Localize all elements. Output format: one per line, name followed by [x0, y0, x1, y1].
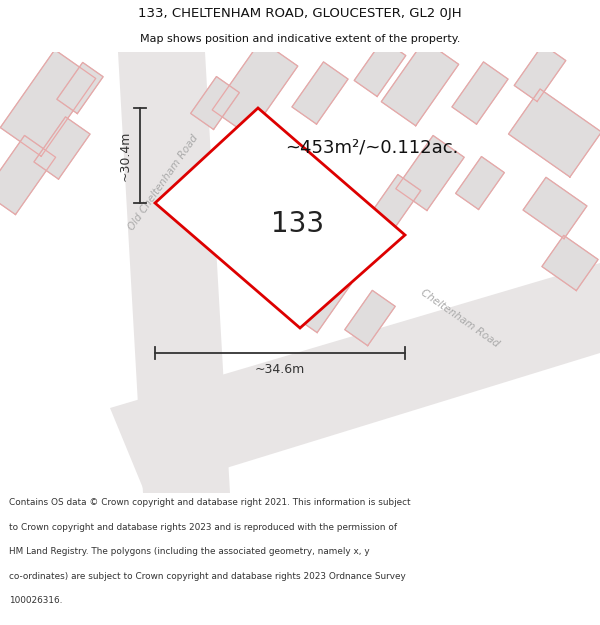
Polygon shape: [509, 89, 600, 177]
Polygon shape: [381, 40, 459, 126]
Polygon shape: [292, 62, 348, 124]
Text: ~453m²/~0.112ac.: ~453m²/~0.112ac.: [285, 139, 458, 157]
Polygon shape: [455, 156, 505, 209]
Text: 133: 133: [271, 209, 324, 238]
Polygon shape: [155, 108, 405, 328]
Polygon shape: [396, 136, 464, 211]
Polygon shape: [354, 39, 406, 96]
Text: HM Land Registry. The polygons (including the associated geometry, namely x, y: HM Land Registry. The polygons (includin…: [9, 547, 370, 556]
Polygon shape: [542, 236, 598, 291]
Text: Map shows position and indicative extent of the property.: Map shows position and indicative extent…: [140, 34, 460, 44]
Polygon shape: [523, 177, 587, 239]
Polygon shape: [369, 174, 421, 231]
Polygon shape: [57, 62, 103, 114]
Polygon shape: [0, 136, 56, 214]
Polygon shape: [0, 50, 96, 156]
Text: Cheltenham Road: Cheltenham Road: [419, 287, 501, 349]
Polygon shape: [212, 40, 298, 136]
Text: ~34.6m: ~34.6m: [255, 363, 305, 376]
Polygon shape: [289, 263, 352, 332]
Polygon shape: [34, 117, 90, 179]
Text: Contains OS data © Crown copyright and database right 2021. This information is : Contains OS data © Crown copyright and d…: [9, 498, 410, 508]
Polygon shape: [345, 290, 395, 346]
Text: 133, CHELTENHAM ROAD, GLOUCESTER, GL2 0JH: 133, CHELTENHAM ROAD, GLOUCESTER, GL2 0J…: [138, 6, 462, 19]
Polygon shape: [118, 52, 230, 493]
Polygon shape: [452, 62, 508, 124]
Text: Old Cheltenham Road: Old Cheltenham Road: [126, 133, 200, 232]
Text: 100026316.: 100026316.: [9, 596, 62, 605]
Polygon shape: [514, 44, 566, 101]
Text: ~30.4m: ~30.4m: [119, 130, 132, 181]
Polygon shape: [191, 76, 239, 129]
Text: to Crown copyright and database rights 2023 and is reproduced with the permissio: to Crown copyright and database rights 2…: [9, 522, 397, 532]
Polygon shape: [110, 263, 600, 493]
Text: co-ordinates) are subject to Crown copyright and database rights 2023 Ordnance S: co-ordinates) are subject to Crown copyr…: [9, 571, 406, 581]
